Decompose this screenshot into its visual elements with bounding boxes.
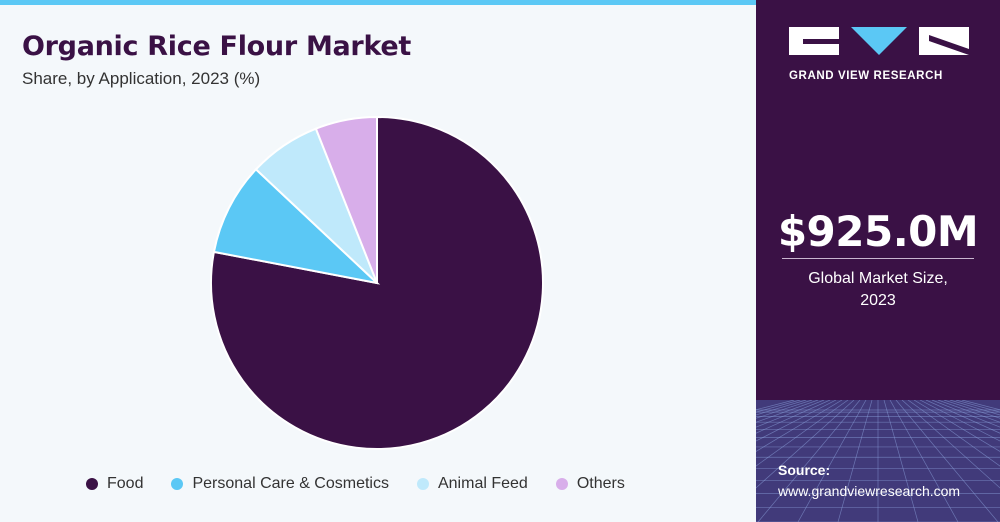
market-size-label: Global Market Size, 2023 xyxy=(756,268,1000,312)
grid-decoration xyxy=(756,400,1000,522)
legend-item-animal-feed: Animal Feed xyxy=(416,475,528,493)
chart-panel: Organic Rice Flour Market Share, by Appl… xyxy=(0,0,756,522)
grand-view-research-logo xyxy=(789,27,969,55)
pie-slice-food xyxy=(210,115,544,450)
info-sidebar: GRAND VIEW RESEARCH $925.0M Global Marke… xyxy=(756,0,1000,522)
legend-swatch xyxy=(555,478,568,490)
pie-slice-personal-care-cosmetics xyxy=(212,167,381,285)
legend-label: Food xyxy=(107,475,144,492)
legend-swatch xyxy=(416,478,429,490)
chart-title: Organic Rice Flour Market xyxy=(22,31,411,62)
chart-legend: Food Personal Care & Cosmetics Animal Fe… xyxy=(86,475,653,493)
pie-chart xyxy=(210,115,544,450)
chart-subtitle: Share, by Application, 2023 (%) xyxy=(22,69,261,88)
source-label: Source: xyxy=(778,462,831,478)
pie-slice-others xyxy=(314,115,378,284)
legend-label: Others xyxy=(576,475,625,492)
source-link[interactable]: www.grandviewresearch.com xyxy=(778,483,961,499)
market-size-label-line1: Global Market Size, xyxy=(808,270,948,287)
market-size-label-line2: 2023 xyxy=(860,292,896,309)
legend-item-others: Others xyxy=(555,475,625,493)
divider xyxy=(782,258,974,259)
legend-label: Personal Care & Cosmetics xyxy=(192,475,389,492)
legend-swatch xyxy=(86,478,98,490)
market-size-value: $925.0M xyxy=(777,207,979,256)
brand-name: GRAND VIEW RESEARCH xyxy=(789,70,943,82)
legend-swatch xyxy=(171,478,184,490)
legend-item-personal-care: Personal Care & Cosmetics xyxy=(171,475,389,493)
legend-item-food: Food xyxy=(86,475,143,493)
legend-label: Animal Feed xyxy=(437,475,528,492)
